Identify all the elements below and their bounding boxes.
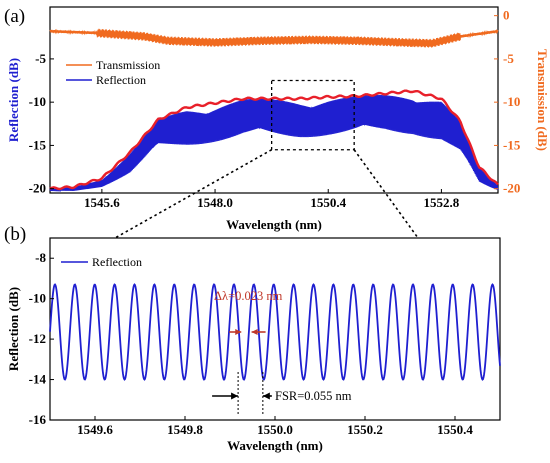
panel-a-ylabel-right: Transmission (dB) (535, 49, 550, 151)
b-y-tick-label: -12 (29, 331, 46, 346)
fsr-label: FSR=0.055 nm (275, 389, 352, 403)
panel-a-xlabel: Wavelength (nm) (226, 217, 322, 232)
b-x-tick-label: 1550.2 (347, 422, 383, 437)
panel-b-legend: Reflection (61, 255, 142, 269)
panel-a-plot-area (49, 28, 499, 193)
panel-b: (b) 1549.6 1549.8 1550.0 1550.2 1550.4 -8 -10 -… (4, 224, 501, 453)
panel-a-ylabel-left: Reflection (dB) (6, 58, 21, 142)
b-y-tick-label: -8 (35, 250, 46, 265)
y-left-tick-label: -5 (35, 51, 46, 66)
x-tick-label: 1545.6 (84, 195, 120, 210)
fsr-arrowhead-left (231, 392, 239, 400)
delta-lambda-arrowhead-right (251, 329, 258, 335)
panel-a: (a) 1545.6 1548.0 1550.4 1552.8 -5 -10 -15 -20 0… (4, 6, 550, 232)
b-x-tick-label: 1549.6 (77, 422, 113, 437)
legend-b-reflection-label: Reflection (92, 255, 142, 269)
panel-b-ticks: 1549.6 1549.8 1550.0 1550.2 1550.4 -8 -10 -12 -1… (29, 250, 474, 437)
panel-b-xlabel: Wavelength (nm) (227, 438, 323, 453)
b-y-tick-label: -14 (29, 372, 47, 387)
b-x-tick-label: 1549.8 (167, 422, 203, 437)
panel-b-annotations: Δλ=0.023 nm FSR=0.055 nm (212, 289, 352, 414)
zoom-box (270, 79, 355, 151)
y-left-tick-label: -15 (29, 137, 47, 152)
panel-a-ticks: 1545.6 1548.0 1550.4 1552.8 -5 -10 -15 -20 0 -5 -1… (29, 8, 521, 210)
y-right-tick-label: -20 (503, 181, 520, 196)
panel-a-label: (a) (4, 6, 25, 27)
zoom-connector (114, 149, 419, 239)
y-right-tick-label: 0 (503, 8, 510, 23)
legend-reflection-label: Reflection (96, 73, 146, 87)
x-tick-label: 1550.4 (310, 195, 346, 210)
y-left-tick-label: -20 (29, 181, 46, 196)
b-x-tick-label: 1550.4 (437, 422, 473, 437)
fsr-arrowhead-right (262, 392, 270, 400)
x-tick-label: 1548.0 (197, 195, 233, 210)
legend-transmission-label: Transmission (96, 58, 160, 72)
delta-lambda-label: Δλ=0.023 nm (214, 289, 283, 303)
panel-a-frame (49, 6, 499, 194)
b-y-tick-label: -16 (29, 412, 47, 427)
delta-lambda-arrowhead-left (235, 329, 242, 335)
zoom-line-right (353, 149, 419, 239)
transmission-series-line (49, 28, 499, 48)
y-left-tick-label: -10 (29, 94, 46, 109)
panel-b-label: (b) (4, 224, 26, 245)
y-right-tick-label: -5 (503, 51, 514, 66)
y-right-tick-label: -15 (503, 137, 521, 152)
reflection-b-series-line (49, 283, 501, 381)
x-tick-label: 1552.8 (424, 195, 460, 210)
y-right-tick-label: -10 (503, 94, 520, 109)
panel-b-ylabel: Reflection (dB) (6, 287, 21, 371)
b-y-tick-label: -10 (29, 291, 46, 306)
b-x-tick-label: 1550.0 (257, 422, 293, 437)
reflection-series-line (49, 94, 499, 193)
panel-b-plot-area (49, 283, 501, 381)
reflection-envelope-line (49, 89, 499, 191)
panel-a-legend: Transmission Reflection (66, 58, 160, 87)
zoom-line-left (114, 149, 273, 239)
